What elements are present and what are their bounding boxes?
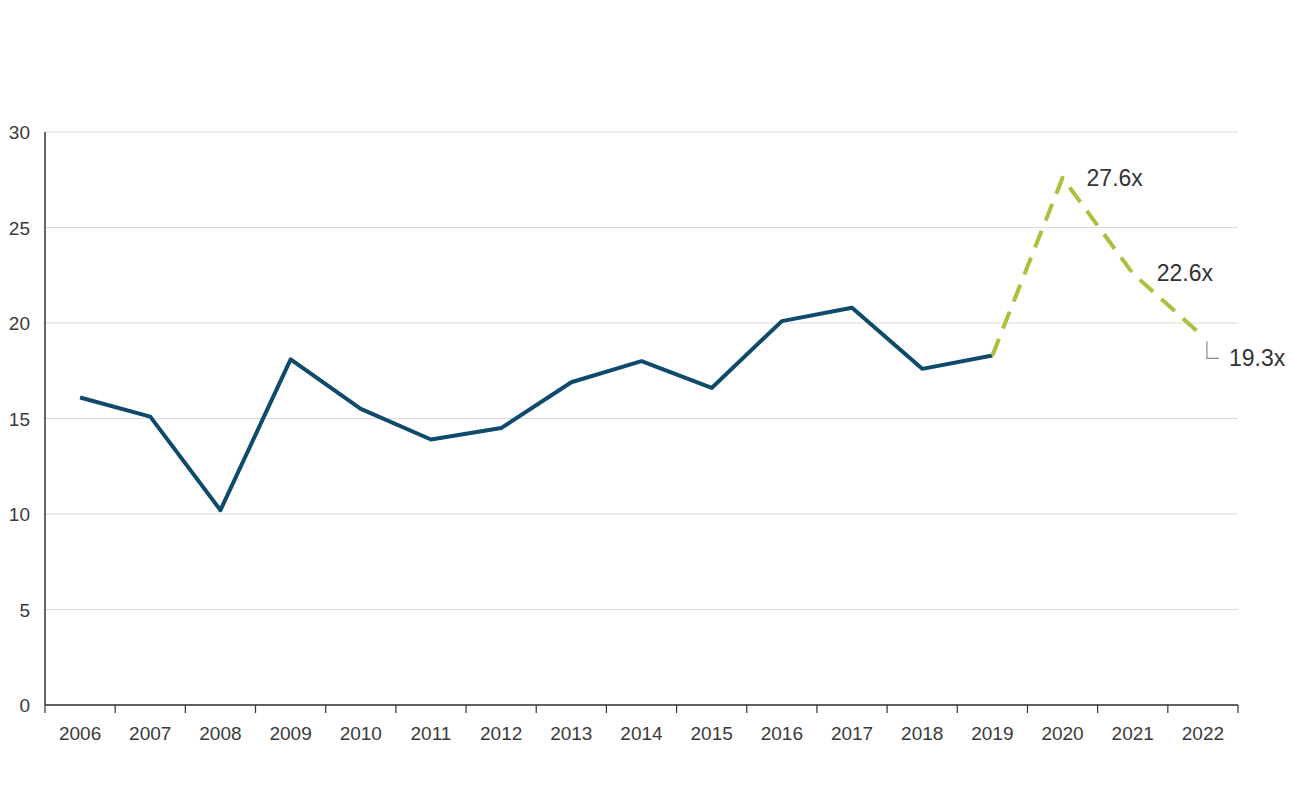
x-tick-label: 2022 [1182, 723, 1224, 744]
x-tick-label: 2011 [411, 723, 452, 744]
x-tick [887, 705, 888, 713]
x-tick [255, 705, 256, 713]
x-tick-label: 2020 [1041, 723, 1083, 744]
y-tick-label: 20 [9, 313, 30, 334]
x-tick-label: 2018 [901, 723, 943, 744]
grid [45, 132, 1238, 705]
y-axis [44, 132, 46, 705]
x-tick [746, 705, 747, 713]
data-label: 22.6x [1157, 260, 1214, 286]
data-label: 19.3x [1229, 345, 1286, 371]
x-tick [115, 705, 116, 713]
y-tick-label: 15 [9, 409, 30, 430]
grid-line [45, 705, 1238, 706]
x-tick-label: 2019 [971, 723, 1013, 744]
chart-svg: 0 5 10 15 20 25 30 2006 2007 2008 2009 2010 2011 2012… [0, 0, 1300, 790]
x-tick [325, 705, 326, 713]
x-tick-label: 2010 [340, 723, 382, 744]
x-tick-label: 2008 [199, 723, 241, 744]
data-label: 27.6x [1087, 165, 1144, 191]
y-tick-label: 25 [9, 218, 30, 239]
x-tick [957, 705, 958, 713]
x-tick [816, 705, 817, 713]
label-leader [1207, 341, 1219, 358]
x-tick-label: 2012 [480, 723, 522, 744]
x-tick [676, 705, 677, 713]
grid-line [45, 132, 1238, 133]
grid-line [45, 323, 1238, 324]
series-line [80, 308, 992, 510]
x-tick [536, 705, 537, 713]
grid-line [45, 609, 1238, 610]
x-tick [606, 705, 607, 713]
y-tick-label: 0 [19, 695, 30, 716]
x-tick [44, 705, 45, 713]
x-tick [465, 705, 466, 713]
chart-container: 0 5 10 15 20 25 30 2006 2007 2008 2009 2010 2011 2012… [0, 0, 1300, 790]
x-tick-label: 2014 [620, 723, 663, 744]
x-tick [1027, 705, 1028, 713]
plot-area [80, 178, 1203, 510]
y-tick-label: 30 [9, 122, 30, 143]
x-tick-label: 2015 [691, 723, 733, 744]
x-tick-label: 2013 [550, 723, 592, 744]
x-tick [185, 705, 186, 713]
x-tick-label: 2021 [1112, 723, 1154, 744]
x-tick [1237, 705, 1238, 713]
x-tick-label: 2006 [59, 723, 101, 744]
grid-line [45, 227, 1238, 228]
x-tick [1097, 705, 1098, 713]
x-axis [45, 704, 1238, 706]
x-tick-label: 2016 [761, 723, 803, 744]
x-tick [395, 705, 396, 713]
grid-line [45, 514, 1238, 515]
grid-line [45, 418, 1238, 419]
y-tick-label: 10 [9, 504, 30, 525]
x-tick-label: 2017 [831, 723, 873, 744]
x-tick-label: 2007 [129, 723, 171, 744]
y-tick-label: 5 [19, 600, 30, 621]
x-tick-label: 2009 [269, 723, 311, 744]
x-tick [1167, 705, 1168, 713]
